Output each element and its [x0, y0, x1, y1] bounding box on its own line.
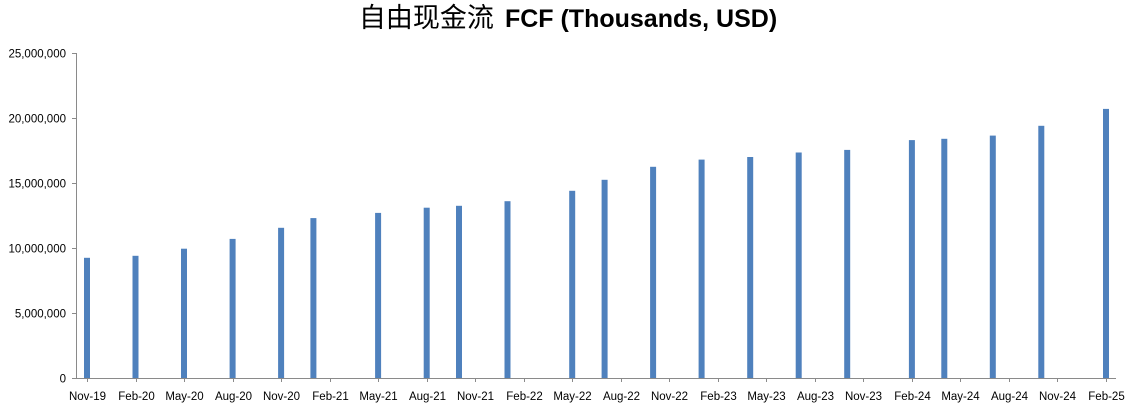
x-tick-label: Feb-20 — [118, 391, 154, 403]
x-tick-label: Feb-24 — [894, 391, 931, 403]
y-axis-ticks: 0 5,000,000 10,000,000 15,000,000 20,000,000… — [8, 49, 76, 386]
bar — [181, 248, 187, 378]
bar — [747, 157, 754, 378]
bar — [569, 190, 576, 378]
bar — [278, 227, 285, 378]
y-tick-label: 0 — [60, 374, 66, 386]
y-tick-label: 25,000,000 — [8, 49, 66, 61]
y-tick-label: 5,000,000 — [15, 309, 66, 321]
y-tick-label: 15,000,000 — [8, 179, 66, 191]
x-tick-label: Nov-21 — [457, 391, 494, 403]
bar — [1038, 125, 1045, 378]
x-tick-label: Feb-22 — [506, 391, 542, 403]
x-tick-label: Nov-20 — [263, 391, 300, 403]
x-tick-label: Feb-23 — [700, 391, 736, 403]
bar — [504, 201, 511, 378]
bar — [84, 257, 90, 379]
x-tick-label: May-23 — [747, 391, 785, 403]
x-tick-label: Aug-22 — [603, 391, 640, 403]
bar — [698, 159, 705, 378]
bar — [941, 138, 948, 378]
x-tick-label: Nov-24 — [1039, 391, 1077, 403]
bar — [229, 238, 236, 378]
bar — [375, 212, 382, 378]
bar — [423, 207, 430, 378]
x-tick-label: May-20 — [165, 391, 203, 403]
bar — [795, 152, 802, 378]
bar — [456, 205, 462, 379]
svg-text:自由现金流 FCF (Thousands, US: 自由现金流 FCF (Thousands, USD) — [359, 3, 777, 34]
x-tick-label: Aug-24 — [991, 391, 1029, 403]
x-axis-ticks: Nov-19 Feb-20 May-20 Aug-20 Nov-20 Feb-21 May-… — [69, 378, 1125, 403]
x-tick-label: Aug-20 — [215, 391, 252, 403]
x-tick-label: Feb-25 — [1088, 391, 1124, 403]
x-tick-label: Aug-21 — [409, 391, 446, 403]
chart-title: 自由现金流 FCF (Thousands, USD) — [359, 3, 777, 34]
x-tick-label: Nov-22 — [651, 391, 688, 403]
bar — [908, 140, 915, 378]
bar — [650, 166, 657, 379]
bar — [989, 135, 996, 378]
chart-title-latin: FCF (Thousands, USD) — [505, 5, 777, 33]
bar — [601, 179, 608, 379]
bar — [1103, 108, 1109, 379]
chart-title-cjk: 自由现金流 — [359, 3, 494, 34]
x-tick-label: Feb-21 — [312, 391, 348, 403]
x-tick-label: May-22 — [553, 391, 591, 403]
y-tick-label: 20,000,000 — [8, 114, 66, 126]
x-tick-label: May-21 — [359, 391, 397, 403]
y-tick-label: 10,000,000 — [8, 244, 66, 256]
x-tick-label: Nov-19 — [69, 391, 106, 403]
bars — [84, 108, 1109, 379]
bar — [310, 218, 317, 378]
bar — [132, 255, 139, 378]
x-tick-label: May-24 — [941, 391, 980, 403]
bar — [844, 149, 851, 378]
x-tick-label: Aug-23 — [797, 391, 834, 403]
x-tick-label: Nov-23 — [845, 391, 882, 403]
